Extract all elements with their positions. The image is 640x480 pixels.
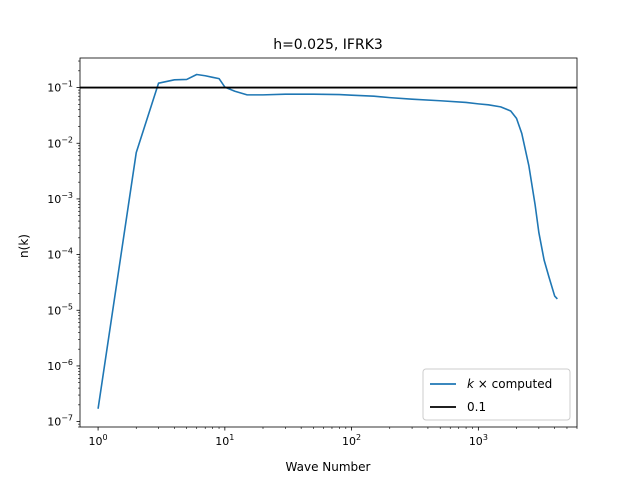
legend-label-symbol: k	[467, 377, 475, 391]
x-tick-label: 101	[215, 433, 234, 448]
series-line-computed	[97, 73, 558, 409]
y-tick-label: 10−7	[47, 414, 73, 429]
y-tick-label: 10−2	[47, 135, 73, 150]
y-tick-label-base: 10	[47, 137, 61, 150]
y-tick-label-exponent: −2	[61, 135, 73, 144]
y-tick-label-exponent: −1	[61, 80, 73, 89]
y-tick-label: 10−5	[47, 302, 73, 317]
y-tick-label-base: 10	[47, 193, 61, 206]
y-tick-label-exponent: −4	[61, 247, 73, 256]
y-tick-label-base: 10	[47, 304, 61, 317]
x-tick-label-exponent: 3	[483, 433, 488, 442]
y-tick-label-exponent: −6	[61, 358, 73, 367]
x-tick-label-base: 10	[215, 435, 229, 448]
legend-label-computed: k × computed	[467, 377, 552, 391]
y-tick-label-base: 10	[47, 249, 61, 262]
legend-box	[422, 368, 571, 421]
x-tick-label-base: 10	[342, 435, 356, 448]
x-tick-label-exponent: 0	[103, 433, 108, 442]
y-tick-label: 10−1	[47, 80, 73, 95]
chart-title: h=0.025, IFRK3	[273, 37, 383, 53]
x-tick-label: 103	[469, 433, 488, 448]
y-tick-label-base: 10	[47, 416, 61, 429]
plot-area	[80, 73, 577, 409]
y-tick-label: 10−4	[47, 247, 73, 262]
x-axis-label: Wave Number	[286, 460, 371, 474]
x-tick-label-base: 10	[469, 435, 483, 448]
axes-frame	[79, 57, 578, 428]
y-tick-label-exponent: −3	[61, 191, 73, 200]
y-tick-label: 10−6	[47, 358, 73, 373]
x-tick-label-exponent: 1	[229, 433, 234, 442]
x-tick-label-exponent: 2	[356, 433, 361, 442]
x-tick-label-base: 10	[89, 435, 103, 448]
legend-label-text: × computed	[474, 377, 552, 391]
y-axis-label: n(k)	[17, 234, 31, 258]
y-tick-label-base: 10	[47, 82, 61, 95]
legend: k × computed 0.1	[422, 368, 571, 421]
y-tick-label-base: 10	[47, 360, 61, 373]
legend-label-0-1: 0.1	[467, 400, 486, 414]
x-tick-label: 102	[342, 433, 361, 448]
x-tick-label: 100	[89, 433, 108, 448]
y-tick-label-exponent: −5	[61, 302, 73, 311]
y-tick-label: 10−3	[47, 191, 73, 206]
y-tick-label-exponent: −7	[61, 414, 73, 423]
